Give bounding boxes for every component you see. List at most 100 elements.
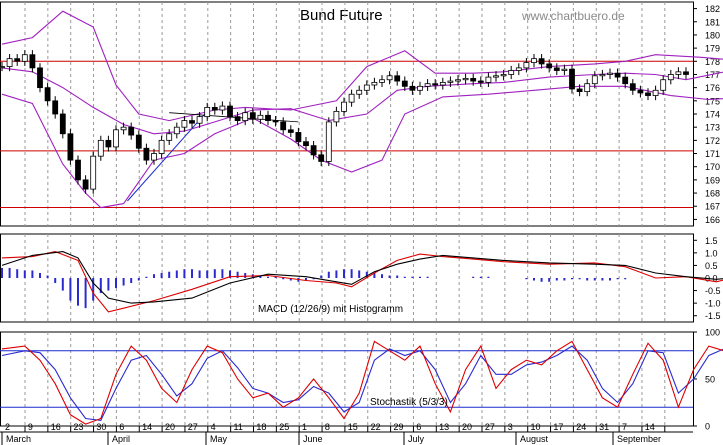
- candle-body: [531, 58, 537, 64]
- candle-body: [295, 132, 302, 143]
- candle-body: [622, 76, 629, 85]
- candle-body: [120, 126, 127, 131]
- x-tick-label: 17: [553, 422, 563, 432]
- candle-body: [455, 79, 461, 82]
- candle-body: [158, 139, 165, 154]
- stoch-tick-label: 50: [705, 375, 715, 385]
- candle-body: [394, 75, 401, 82]
- macd-tick-label: -1.0: [705, 299, 721, 309]
- stoch-label: Stochastik (5/3/3): [370, 397, 448, 408]
- price-tick-label: 168: [705, 189, 720, 199]
- candle-body: [569, 68, 575, 90]
- month-label: March: [6, 434, 31, 444]
- candle-body: [287, 129, 294, 133]
- candle-body: [303, 141, 309, 147]
- stoch-tick-label: 100: [705, 328, 720, 338]
- candle-body: [477, 80, 484, 83]
- x-tick-label: 31: [599, 422, 609, 432]
- price-tick-label: 174: [705, 110, 720, 120]
- candle-body: [82, 179, 89, 190]
- candle-body: [280, 121, 287, 131]
- candle-body: [576, 88, 583, 93]
- month-label: August: [520, 434, 549, 444]
- candle-body: [59, 113, 66, 135]
- candle-body: [105, 139, 112, 148]
- candle-body: [356, 89, 363, 95]
- price-tick-label: 179: [705, 44, 720, 54]
- candle-body: [561, 68, 568, 71]
- x-tick-label: 23: [74, 422, 84, 432]
- candle-body: [181, 120, 188, 128]
- candle-body: [196, 116, 203, 124]
- candle-body: [128, 126, 135, 136]
- price-tick-label: 166: [705, 215, 720, 225]
- candle-body: [683, 71, 689, 75]
- price-tick-label: 176: [705, 83, 720, 93]
- candle-body: [386, 75, 393, 81]
- candle-body: [166, 133, 173, 141]
- x-tick-label: 11: [234, 422, 243, 432]
- price-tick-label: 177: [705, 70, 720, 80]
- price-tick-label: 178: [705, 57, 720, 67]
- candle-body: [515, 67, 522, 71]
- candle-body: [614, 72, 621, 78]
- macd-tick-label: 0.5: [705, 261, 718, 271]
- support-trendline: [127, 111, 208, 202]
- candle-body: [135, 134, 142, 149]
- candle-body: [21, 54, 28, 62]
- candle-body: [447, 80, 454, 83]
- month-label: September: [617, 434, 661, 444]
- x-tick-label: 18: [256, 422, 266, 432]
- candle-body: [67, 133, 74, 161]
- candle-body: [173, 126, 180, 135]
- x-tick-label: 25: [279, 422, 289, 432]
- candle-body: [211, 107, 218, 111]
- candle-body: [470, 78, 477, 82]
- x-tick-label: 3: [508, 422, 513, 432]
- candle-body: [52, 100, 59, 115]
- candle-body: [151, 153, 157, 161]
- price-tick-label: 169: [705, 175, 720, 185]
- candle-body: [219, 105, 226, 111]
- candle-body: [424, 83, 431, 87]
- x-tick-label: 4: [211, 422, 216, 432]
- candle-body: [249, 112, 256, 120]
- x-tick-label: 1: [302, 422, 307, 432]
- candle-body: [584, 83, 591, 92]
- price-tick-label: 170: [705, 162, 720, 172]
- candle-body: [90, 155, 97, 190]
- x-tick-label: 13: [439, 422, 449, 432]
- candle-body: [97, 139, 104, 157]
- stoch-d-line: [1, 345, 723, 421]
- x-tick-label: 15: [348, 422, 358, 432]
- x-tick-label: 6: [119, 422, 124, 432]
- candle-body: [652, 89, 659, 96]
- candle-body: [660, 79, 667, 91]
- x-tick-label: 7: [622, 422, 627, 432]
- x-tick-label: 2: [5, 422, 10, 432]
- month-label: May: [210, 434, 228, 444]
- x-tick-label: 14: [645, 422, 655, 432]
- candle-body: [242, 112, 249, 121]
- price-tick-label: 175: [705, 96, 720, 106]
- candle-body: [14, 58, 21, 62]
- candle-body: [44, 87, 51, 102]
- candle-body: [500, 74, 507, 77]
- x-tick-label: 20: [462, 422, 472, 432]
- candle-body: [432, 83, 439, 86]
- candle-body: [599, 74, 606, 77]
- macd-tick-label: 1.0: [705, 248, 718, 258]
- candle-body: [204, 107, 211, 118]
- x-tick-label: 22: [371, 422, 381, 432]
- price-tick-label: 180: [705, 30, 720, 40]
- candle-body: [75, 159, 81, 181]
- candle-body: [379, 79, 385, 83]
- candle-body: [189, 120, 195, 124]
- stoch-k-line: [1, 340, 723, 425]
- price-tick-label: 181: [705, 17, 720, 27]
- x-tick-label: 16: [51, 422, 61, 432]
- candle-body: [143, 147, 150, 161]
- candle-body: [523, 62, 530, 69]
- candle-body: [265, 114, 271, 121]
